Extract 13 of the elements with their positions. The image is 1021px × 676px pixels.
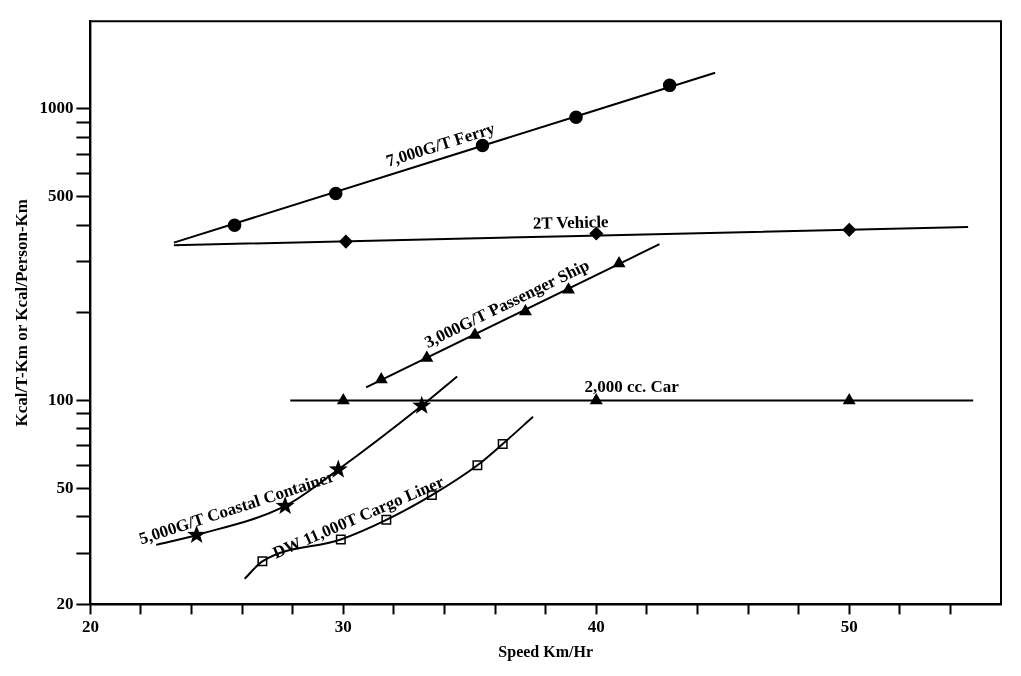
x-tick-label: 40 bbox=[587, 616, 605, 636]
x-tick-label: 20 bbox=[81, 616, 99, 636]
x-tick-label: 30 bbox=[334, 616, 352, 636]
series-label: 2T Vehicle bbox=[532, 212, 610, 233]
series-label: 2,000 cc. Car bbox=[584, 377, 680, 397]
y-axis-title: Kcal/T-Km or Kcal/Person-Km bbox=[11, 199, 31, 427]
y-tick-label: 500 bbox=[47, 186, 74, 206]
y-tick-label: 50 bbox=[56, 477, 74, 497]
y-tick-label: 1000 bbox=[39, 98, 74, 118]
x-tick-label: 50 bbox=[840, 616, 858, 636]
y-tick-label: 100 bbox=[47, 389, 74, 409]
x-axis-title: Speed Km/Hr bbox=[498, 642, 594, 661]
y-tick-label: 20 bbox=[56, 593, 74, 613]
